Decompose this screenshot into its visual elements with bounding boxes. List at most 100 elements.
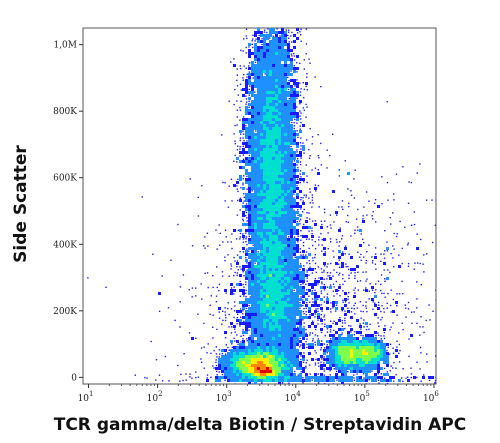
data-point xyxy=(257,175,260,178)
data-point xyxy=(272,304,275,307)
data-point xyxy=(260,136,263,139)
data-point xyxy=(269,319,272,322)
data-point xyxy=(290,322,293,325)
data-point xyxy=(305,329,307,331)
data-point xyxy=(293,301,296,304)
data-point xyxy=(308,352,311,355)
data-point xyxy=(272,334,275,337)
data-point xyxy=(212,275,214,277)
data-point xyxy=(275,235,278,238)
data-point xyxy=(299,313,302,316)
data-point xyxy=(383,328,386,331)
data-point xyxy=(299,376,302,379)
data-point xyxy=(281,349,284,352)
data-point xyxy=(290,241,293,244)
data-point xyxy=(377,346,380,349)
data-point xyxy=(278,214,281,217)
data-point xyxy=(266,265,269,268)
data-point xyxy=(254,277,257,280)
data-point xyxy=(251,232,254,235)
data-point xyxy=(269,190,272,193)
data-point xyxy=(353,349,356,352)
data-point xyxy=(245,232,247,234)
data-point xyxy=(308,307,311,310)
data-point xyxy=(239,65,241,67)
data-point xyxy=(248,46,250,48)
data-point xyxy=(326,286,329,288)
data-point xyxy=(317,319,319,321)
data-point xyxy=(269,220,272,223)
data-point xyxy=(309,373,311,375)
data-point xyxy=(396,346,398,348)
data-point xyxy=(284,106,287,109)
data-point xyxy=(236,157,239,160)
data-point xyxy=(347,221,349,223)
data-point xyxy=(293,106,296,109)
data-point xyxy=(300,230,302,232)
data-point xyxy=(248,130,251,133)
data-point xyxy=(272,88,275,91)
data-point xyxy=(197,196,199,199)
data-point xyxy=(257,97,260,100)
data-point xyxy=(377,364,380,367)
data-point xyxy=(275,241,278,244)
data-point xyxy=(293,250,296,253)
data-point xyxy=(227,373,230,376)
data-point xyxy=(360,317,362,319)
data-point xyxy=(293,325,296,328)
data-point xyxy=(263,235,266,238)
data-point xyxy=(326,352,328,354)
data-point xyxy=(278,55,281,58)
data-point xyxy=(275,352,278,355)
data-point xyxy=(233,325,236,328)
data-point xyxy=(251,283,254,286)
data-point xyxy=(299,352,302,355)
data-point xyxy=(269,313,272,316)
data-point xyxy=(378,325,380,328)
data-point xyxy=(257,313,260,316)
data-point xyxy=(272,181,275,184)
data-point xyxy=(311,298,314,300)
data-point xyxy=(299,379,302,382)
data-point xyxy=(344,298,347,301)
data-point xyxy=(272,151,275,154)
data-point xyxy=(275,40,278,43)
data-point xyxy=(284,31,287,34)
data-point xyxy=(290,106,293,109)
data-point xyxy=(248,329,250,331)
data-point xyxy=(365,352,368,355)
data-point xyxy=(221,361,224,364)
data-point xyxy=(344,343,347,346)
data-point xyxy=(257,139,260,142)
data-point xyxy=(308,148,310,151)
data-point xyxy=(311,169,313,171)
data-point xyxy=(254,322,257,325)
data-point xyxy=(272,103,275,106)
data-point xyxy=(251,94,254,97)
data-point xyxy=(254,292,257,295)
data-point xyxy=(257,124,260,127)
data-point xyxy=(293,229,296,232)
data-point xyxy=(300,199,302,201)
data-point xyxy=(281,364,284,367)
x-tick-label: 101 xyxy=(78,390,94,404)
data-point xyxy=(245,196,248,199)
data-point xyxy=(254,193,257,196)
data-point xyxy=(362,218,364,220)
data-point xyxy=(275,247,278,250)
data-point xyxy=(290,157,293,160)
data-point xyxy=(284,178,287,181)
data-point xyxy=(299,142,302,144)
data-point xyxy=(380,373,382,375)
data-point xyxy=(290,220,293,223)
data-point xyxy=(243,275,245,277)
data-point xyxy=(287,202,290,205)
data-point xyxy=(347,367,350,370)
data-point xyxy=(206,272,209,274)
data-point xyxy=(407,301,410,304)
data-point xyxy=(323,376,326,379)
data-point xyxy=(269,184,272,187)
data-point xyxy=(230,373,233,376)
data-point xyxy=(365,340,368,343)
data-point xyxy=(278,241,281,244)
